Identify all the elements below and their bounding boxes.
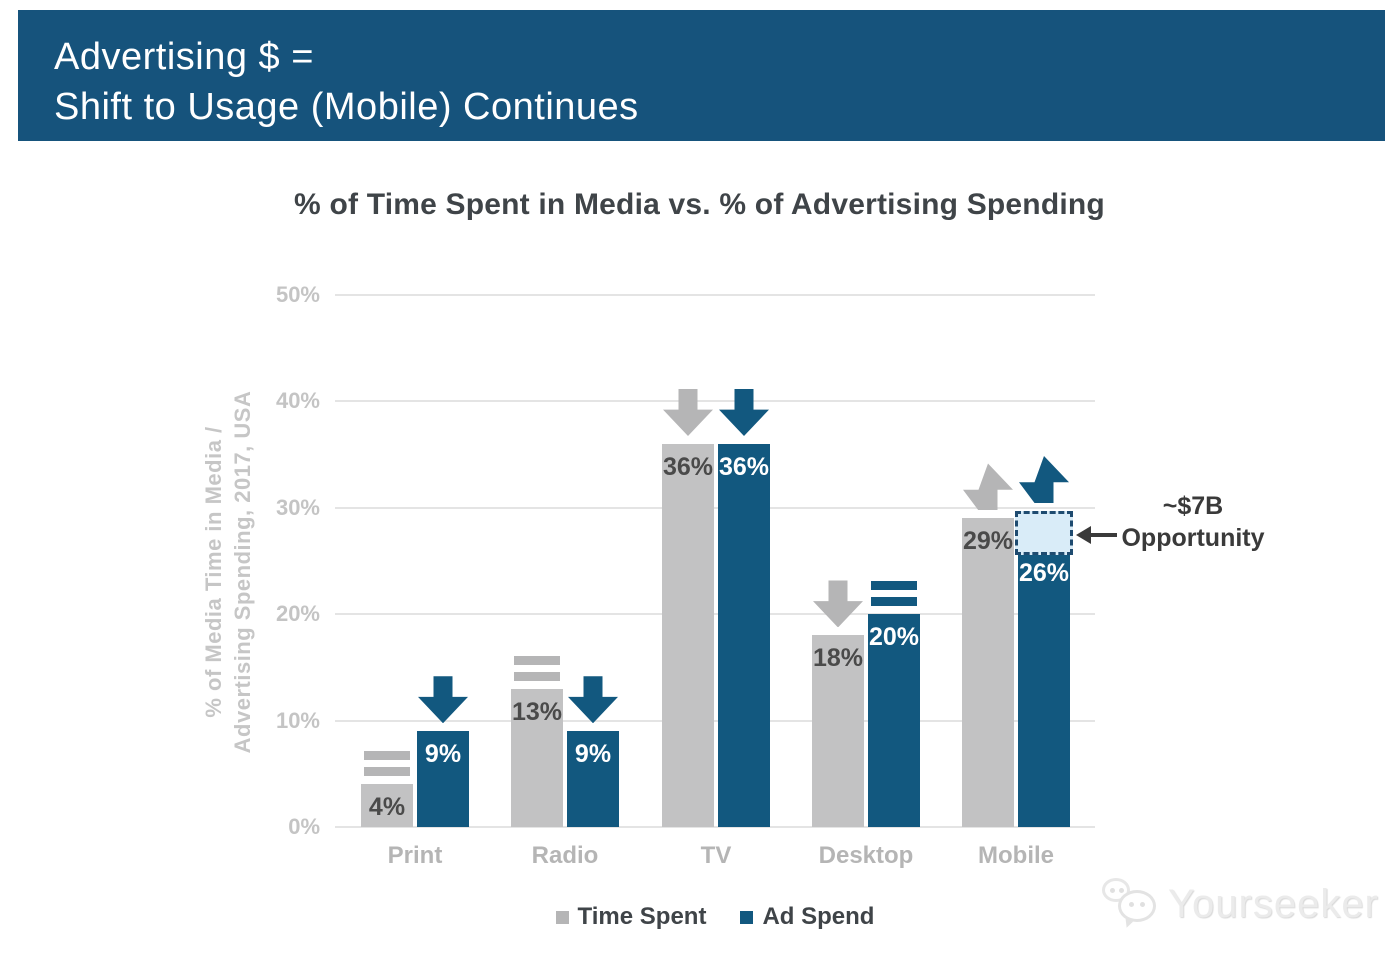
x-category-mobile: Mobile xyxy=(978,842,1054,869)
print-time-spent-equal-icon xyxy=(364,751,410,777)
bar-value-label: 26% xyxy=(1018,559,1070,588)
y-tick-40%: 40% xyxy=(275,388,320,414)
equal-sign-bar xyxy=(364,751,410,761)
bar-value-label: 13% xyxy=(511,697,563,726)
bar-mobile-time-spent: 29% xyxy=(962,518,1014,827)
legend-label: Ad Spend xyxy=(762,903,875,930)
bar-desktop-time-spent: 18% xyxy=(812,635,864,827)
gridline-30% xyxy=(335,506,1095,509)
legend-swatch xyxy=(740,910,754,924)
y-tick-30%: 30% xyxy=(275,494,320,520)
bar-value-label: 20% xyxy=(868,623,920,652)
gridline-0% xyxy=(335,826,1095,828)
annotation-label-line: ~$7B xyxy=(1162,491,1224,520)
legend-label: Time Spent xyxy=(577,903,707,930)
bubble-eye xyxy=(1110,888,1115,893)
tv-time-spent-arrow-down-icon xyxy=(663,388,713,436)
x-category-radio: Radio xyxy=(531,842,599,869)
bar-mobile-ad-spend: 26% xyxy=(1018,550,1070,827)
watermark-text: Yourseeker xyxy=(1168,881,1379,926)
bubble-eye xyxy=(1129,902,1134,907)
mobile-ad-spend-arrow-up-icon xyxy=(1019,455,1069,503)
header-banner: Advertising $ = Shift to Usage (Mobile) … xyxy=(18,10,1385,141)
bar-value-label: 18% xyxy=(812,644,864,673)
bubble-eye xyxy=(1119,888,1124,893)
y-tick-50%: 50% xyxy=(275,282,320,307)
bar-print-ad-spend: 9% xyxy=(417,731,469,827)
x-category-desktop: Desktop xyxy=(818,842,914,869)
equal-sign-bar xyxy=(364,767,410,777)
chat-bubble-big xyxy=(1118,890,1156,922)
legend-item-time-spent: Time Spent xyxy=(555,903,707,931)
watermark: Yourseeker xyxy=(1100,878,1379,930)
bar-value-label: 29% xyxy=(962,527,1014,556)
bar-radio-time-spent: 13% xyxy=(511,688,563,827)
bar-print-time-spent: 4% xyxy=(361,784,413,827)
banner-title-line2: Shift to Usage (Mobile) Continues xyxy=(54,86,639,128)
gridline-10% xyxy=(335,719,1095,722)
radio-time-spent-equal-icon xyxy=(514,655,560,681)
banner-title-line1: Advertising $ = xyxy=(54,36,314,78)
opportunity-box xyxy=(1015,510,1073,556)
y-tick-0%: 0% xyxy=(288,814,320,839)
bar-value-label: 4% xyxy=(368,793,406,822)
bar-value-label: 36% xyxy=(718,452,770,481)
legend-item-ad-spend: Ad Spend xyxy=(740,903,874,931)
desktop-time-spent-arrow-down-icon xyxy=(813,580,863,628)
y-tick-20%: 20% xyxy=(275,601,320,627)
bar-value-label: 36% xyxy=(662,452,714,481)
tv-ad-spend-arrow-down-icon xyxy=(719,388,769,436)
chart-legend: Time Spent Ad Spend xyxy=(335,903,1095,931)
mobile-time-spent-arrow-up-icon xyxy=(963,463,1013,511)
equal-sign-bar xyxy=(871,581,917,591)
equal-sign-bar xyxy=(514,671,560,681)
annotation-arrow-head xyxy=(1076,525,1091,544)
bar-desktop-ad-spend: 20% xyxy=(868,614,920,827)
y-tick-10%: 10% xyxy=(275,707,320,733)
x-category-print: Print xyxy=(387,842,443,869)
bar-value-label: 9% xyxy=(424,740,462,769)
radio-ad-spend-arrow-down-icon xyxy=(568,676,618,724)
chat-bubbles-icon xyxy=(1100,878,1160,930)
equal-sign-bar xyxy=(871,597,917,607)
bar-value-label: 9% xyxy=(574,740,612,769)
bar-tv-ad-spend: 36% xyxy=(718,443,770,827)
bubble-tail xyxy=(1122,918,1134,930)
desktop-ad-spend-equal-icon xyxy=(871,581,917,607)
gridline-50% xyxy=(335,294,1095,296)
annotation-label: ~$7B Opportunity xyxy=(1118,490,1268,554)
bar-radio-ad-spend: 9% xyxy=(567,731,619,827)
bubble-eye xyxy=(1140,902,1145,907)
chart-title: % of Time Spent in Media vs. % of Advert… xyxy=(294,188,1105,221)
annotation-arrow-line xyxy=(1089,532,1117,537)
x-category-tv: TV xyxy=(700,842,732,869)
bar-tv-time-spent: 36% xyxy=(662,443,714,827)
print-ad-spend-arrow-down-icon xyxy=(418,676,468,724)
annotation-label-line: Opportunity xyxy=(1121,523,1265,552)
legend-swatch xyxy=(555,910,569,924)
equal-sign-bar xyxy=(514,655,560,665)
gridline-20% xyxy=(335,613,1095,616)
gridline-40% xyxy=(335,400,1095,403)
